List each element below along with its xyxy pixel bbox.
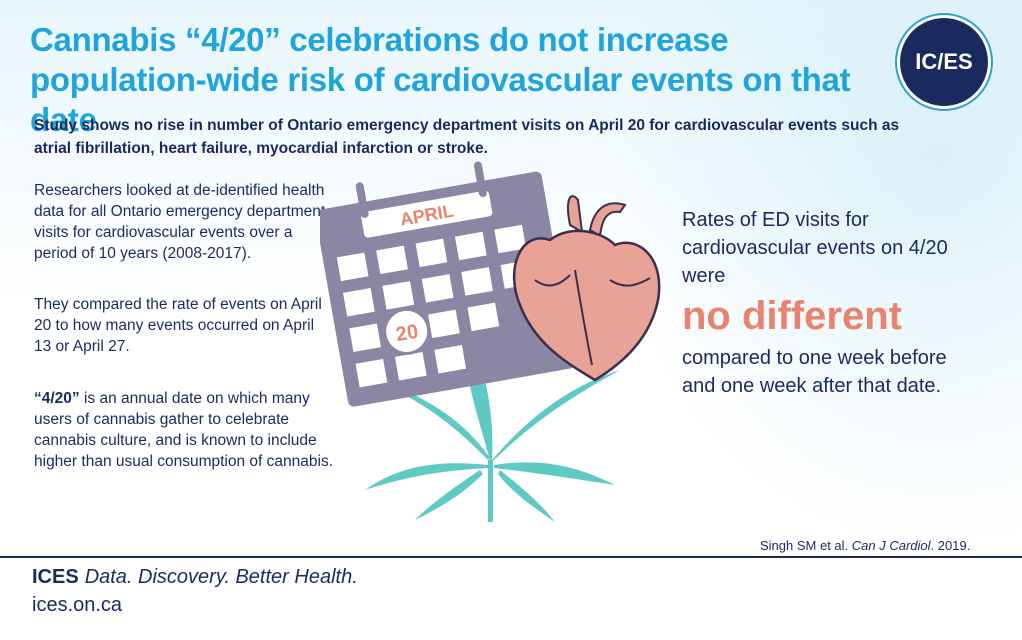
citation: Singh SM et al. Can J Cardiol. 2019. (760, 538, 970, 553)
footer-divider (0, 556, 1022, 558)
brand-tagline: Data. Discovery. Better Health. (84, 566, 358, 588)
calendar-day-label: 20 (394, 321, 420, 347)
key-finding: Rates of ED visits for cardiovascular ev… (682, 206, 982, 400)
page-title: Cannabis “4/20” celebrations do not incr… (30, 21, 851, 138)
footer-brand: ICES Data. Discovery. Better Health. (32, 566, 358, 589)
methods-paragraph: Researchers looked at de-identified heal… (34, 182, 326, 262)
ices-logo: IC/ES (900, 18, 988, 106)
definition-text: is an annual date on which many users of… (34, 390, 334, 470)
citation-authors: Singh SM et al. (760, 538, 852, 553)
finding-lead: Rates of ED visits for cardiovascular ev… (682, 209, 948, 287)
website-link[interactable]: ices.on.ca (32, 594, 123, 616)
subtitle: Study shows no rise in number of Ontario… (34, 117, 900, 157)
definition-term: “4/20” (34, 390, 80, 407)
logo-text: IC/ES (915, 49, 973, 74)
citation-journal: Can J Cardiol (851, 538, 931, 553)
citation-year: . 2019. (930, 538, 971, 553)
definition-paragraph: “4/20” is an annual date on which many u… (34, 388, 334, 472)
comparison-paragraph: They compared the rate of events on Apri… (34, 296, 322, 355)
calendar-icon: APRIL 20 (320, 161, 575, 407)
heart-icon (512, 195, 661, 382)
brand-name: ICES (32, 566, 79, 588)
finding-tail: compared to one week before and one week… (682, 347, 947, 397)
finding-highlight: no different (682, 294, 902, 338)
calendar-heart-leaf-illustration: APRIL 20 (320, 161, 661, 522)
